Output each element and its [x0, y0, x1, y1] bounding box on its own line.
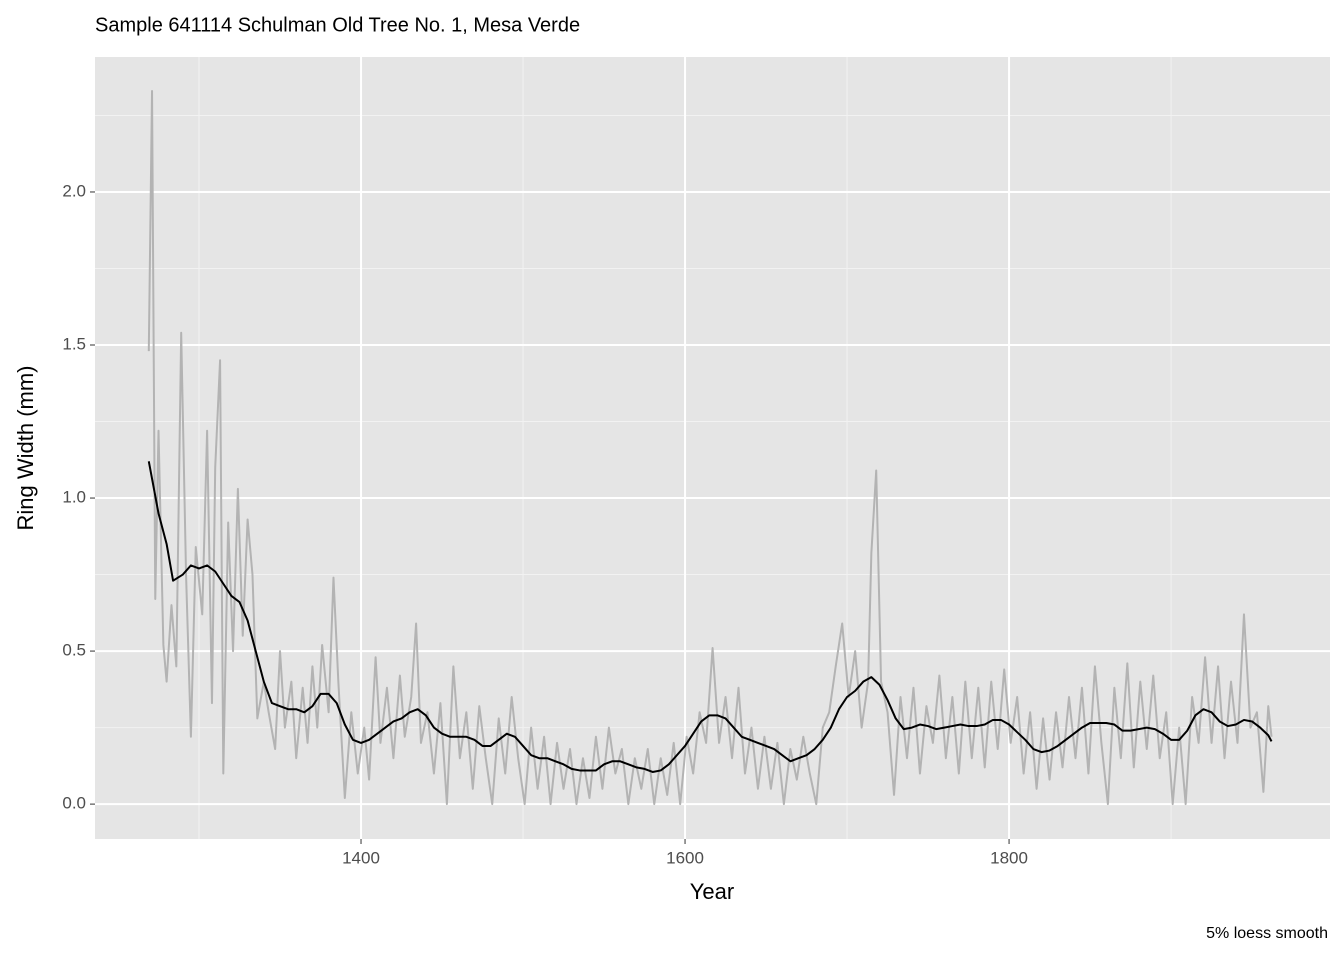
- x-tick-label: 1800: [990, 848, 1028, 867]
- x-axis-title: Year: [690, 879, 734, 904]
- y-tick-label: 2.0: [62, 181, 86, 200]
- x-tick-label: 1600: [666, 848, 704, 867]
- caption: 5% loess smooth: [1206, 925, 1328, 942]
- y-axis-title: Ring Width (mm): [13, 365, 38, 530]
- x-tick-label: 1400: [342, 848, 380, 867]
- y-tick-label: 0.5: [62, 641, 86, 660]
- y-tick-label: 0.0: [62, 794, 86, 813]
- y-tick-label: 1.0: [62, 488, 86, 507]
- series-line: [147, 461, 1273, 773]
- y-tick-label: 1.5: [62, 334, 86, 353]
- series-line: [147, 89, 1273, 806]
- chart-title: Sample 641114 Schulman Old Tree No. 1, M…: [95, 14, 580, 36]
